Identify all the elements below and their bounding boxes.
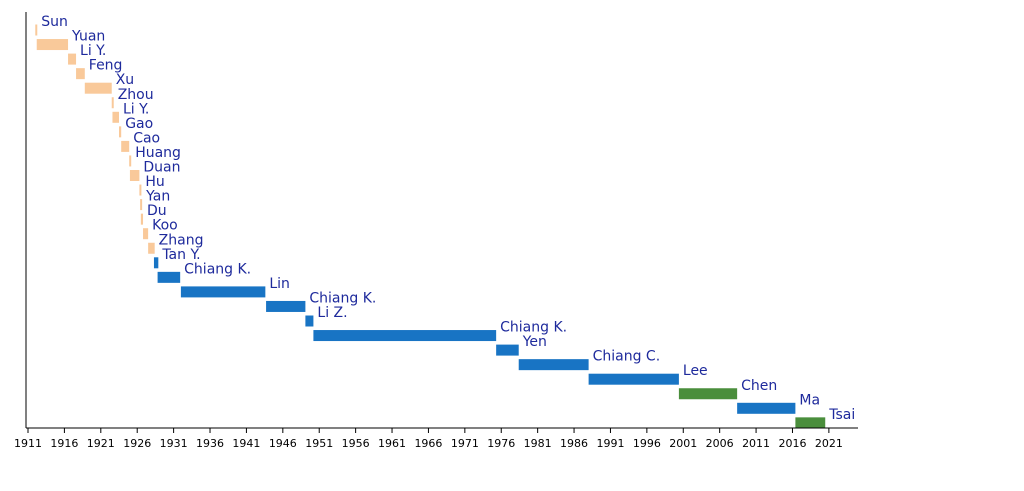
term-label-20: Li Z. bbox=[317, 305, 347, 321]
bars-layer bbox=[35, 24, 826, 429]
term-bar-6 bbox=[112, 111, 120, 123]
term-bar-16 bbox=[153, 257, 159, 269]
x-tick-label-21: 2016 bbox=[778, 437, 806, 450]
term-bar-8 bbox=[121, 140, 130, 152]
term-label-27: Tsai bbox=[828, 407, 855, 423]
term-bar-23 bbox=[518, 359, 589, 371]
term-label-25: Chen bbox=[741, 378, 777, 394]
x-tick-label-5: 1936 bbox=[196, 437, 224, 450]
term-label-24: Lee bbox=[683, 363, 708, 379]
term-label-13: Du bbox=[147, 203, 167, 219]
x-tick-label-15: 1986 bbox=[560, 437, 588, 450]
x-tick-label-1: 1916 bbox=[50, 437, 78, 450]
term-bar-17 bbox=[157, 271, 181, 283]
x-tick-label-11: 1966 bbox=[414, 437, 442, 450]
term-label-8: Cao bbox=[133, 130, 160, 146]
term-bar-15 bbox=[148, 242, 155, 254]
term-bar-7 bbox=[119, 126, 122, 138]
x-tick-label-3: 1926 bbox=[123, 437, 151, 450]
term-label-10: Duan bbox=[143, 160, 180, 176]
term-bar-21 bbox=[313, 330, 497, 342]
x-tick-label-7: 1946 bbox=[269, 437, 297, 450]
term-bar-25 bbox=[678, 388, 738, 400]
term-label-23: Chiang C. bbox=[593, 349, 661, 365]
x-tick-label-16: 1991 bbox=[596, 437, 624, 450]
term-bar-24 bbox=[588, 373, 679, 385]
term-label-21: Chiang K. bbox=[500, 320, 567, 336]
x-tick-label-17: 1996 bbox=[633, 437, 661, 450]
x-tick-label-4: 1931 bbox=[160, 437, 188, 450]
x-tick-label-12: 1971 bbox=[451, 437, 479, 450]
term-label-17: Chiang K. bbox=[184, 261, 251, 277]
term-bar-0 bbox=[35, 24, 38, 36]
term-label-0: Sun bbox=[41, 14, 68, 30]
term-bar-2 bbox=[68, 53, 77, 65]
term-label-14: Koo bbox=[152, 218, 178, 234]
term-label-26: Ma bbox=[799, 392, 820, 408]
term-label-18: Lin bbox=[269, 276, 290, 292]
term-bar-18 bbox=[180, 286, 266, 298]
term-label-22: Yen bbox=[522, 334, 547, 350]
term-bar-10 bbox=[129, 170, 140, 181]
x-tick-label-8: 1951 bbox=[305, 437, 333, 450]
term-label-4: Xu bbox=[116, 72, 134, 88]
term-bar-20 bbox=[305, 315, 314, 327]
term-label-12: Yan bbox=[145, 189, 170, 205]
x-tick-label-6: 1941 bbox=[232, 437, 260, 450]
term-label-11: Hu bbox=[145, 174, 164, 190]
term-label-15: Zhang bbox=[159, 232, 204, 248]
term-bar-26 bbox=[737, 402, 796, 414]
x-tick-label-22: 2021 bbox=[815, 437, 843, 450]
term-bar-14 bbox=[143, 228, 149, 240]
term-bar-22 bbox=[496, 344, 519, 356]
term-label-5: Zhou bbox=[118, 87, 154, 103]
x-tick-label-19: 2006 bbox=[706, 437, 734, 450]
x-tick-label-9: 1956 bbox=[342, 437, 370, 450]
x-axis-ticks: 1911 1916 1921 1926 1931 1936 1941 1946 1951 1956… bbox=[14, 428, 843, 450]
x-tick-label-2: 1921 bbox=[87, 437, 115, 450]
term-label-19: Chiang K. bbox=[309, 290, 376, 306]
term-label-7: Gao bbox=[125, 116, 153, 132]
term-bar-11 bbox=[139, 184, 142, 196]
term-bar-27 bbox=[795, 417, 826, 429]
x-tick-label-10: 1961 bbox=[378, 437, 406, 450]
term-bar-1 bbox=[36, 39, 69, 51]
term-bar-13 bbox=[140, 213, 144, 225]
term-label-2: Li Y. bbox=[80, 43, 106, 59]
term-bar-12 bbox=[140, 199, 143, 211]
x-tick-label-14: 1981 bbox=[524, 437, 552, 450]
x-tick-label-20: 2011 bbox=[742, 437, 770, 450]
term-label-3: Feng bbox=[89, 58, 123, 74]
x-tick-label-13: 1976 bbox=[487, 437, 515, 450]
term-bar-3 bbox=[76, 68, 85, 80]
term-label-9: Huang bbox=[135, 145, 181, 161]
term-bar-19 bbox=[266, 300, 306, 312]
term-label-1: Yuan bbox=[71, 29, 105, 45]
term-label-16: Tan Y. bbox=[161, 247, 200, 263]
x-tick-label-0: 1911 bbox=[14, 437, 42, 450]
term-bar-5 bbox=[111, 97, 114, 109]
term-label-6: Li Y. bbox=[123, 101, 149, 117]
x-tick-label-18: 2001 bbox=[669, 437, 697, 450]
term-bar-4 bbox=[84, 82, 112, 94]
term-bar-9 bbox=[129, 155, 132, 167]
